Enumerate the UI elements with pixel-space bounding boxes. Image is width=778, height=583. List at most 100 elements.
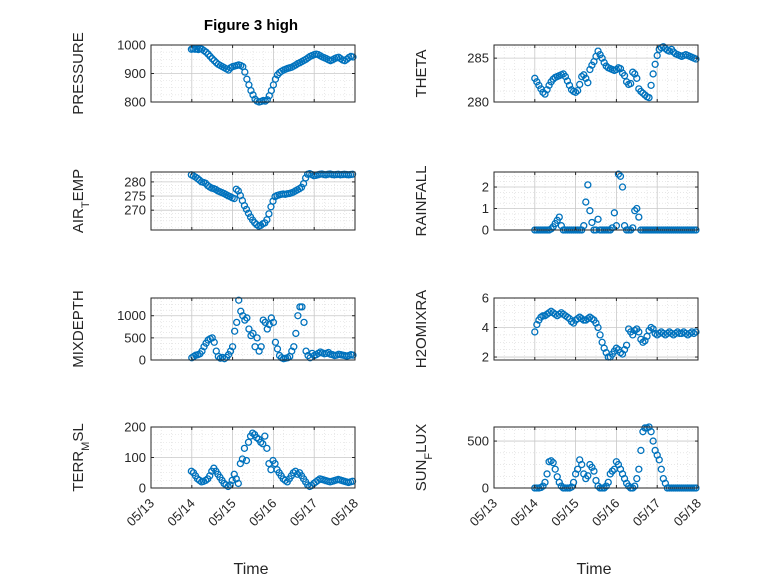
data-point xyxy=(594,215,602,223)
subplot-2: 280 285 THETA xyxy=(413,43,700,110)
data-point xyxy=(290,343,298,351)
data-point xyxy=(620,222,629,230)
data-point xyxy=(292,329,300,338)
y-tick-label: 500 xyxy=(124,330,146,345)
data-point xyxy=(629,68,637,76)
data-point xyxy=(232,185,240,193)
data-point xyxy=(618,183,627,191)
data-point xyxy=(655,456,663,464)
data-point xyxy=(224,351,233,359)
y-tick-label: 280 xyxy=(467,95,489,110)
data-point xyxy=(651,60,659,68)
y-tick-label: 1000 xyxy=(117,38,146,53)
subplot-5: 0 500 1000 MIXDEPTH xyxy=(70,290,357,368)
y-tick-label: 0 xyxy=(482,481,489,496)
y-axis-label: PRESSURE xyxy=(70,32,87,115)
data-point xyxy=(692,55,700,63)
data-point xyxy=(531,328,539,336)
data-point xyxy=(200,343,208,351)
x-axis-label-left: Time xyxy=(234,561,269,578)
y-tick-label: 1000 xyxy=(117,308,146,323)
data-point xyxy=(635,465,643,473)
data-point xyxy=(631,207,639,215)
data-point xyxy=(586,207,594,215)
data-point xyxy=(230,194,238,203)
data-point xyxy=(635,328,643,336)
data-point xyxy=(584,472,592,480)
data-point xyxy=(230,327,239,335)
x-tick-label: 05/15 xyxy=(548,496,582,530)
data-point xyxy=(228,343,237,351)
data-point xyxy=(235,296,243,304)
data-point xyxy=(620,72,629,80)
y-tick-label: 6 xyxy=(482,291,489,306)
data-point xyxy=(249,329,257,338)
data-point xyxy=(588,463,596,472)
data-point xyxy=(543,470,551,478)
data-point xyxy=(240,444,249,453)
data-point xyxy=(238,455,247,463)
data-point xyxy=(608,224,616,232)
data-point xyxy=(580,222,588,230)
data-point xyxy=(639,428,647,436)
data-point xyxy=(265,210,273,218)
data-point xyxy=(271,459,279,468)
figure-title: Figure 3 high xyxy=(204,17,298,34)
data-point xyxy=(616,65,625,73)
data-point xyxy=(596,331,604,339)
data-point xyxy=(616,172,625,180)
data-point xyxy=(547,457,555,465)
y-tick-label: 1 xyxy=(482,201,489,216)
data-point xyxy=(665,47,674,55)
data-point xyxy=(555,478,563,487)
data-point xyxy=(627,79,635,88)
data-point xyxy=(298,303,306,311)
data-point xyxy=(633,204,641,213)
y-axis-label: AIRTEMP xyxy=(70,169,92,233)
data-point xyxy=(253,334,261,342)
data-point xyxy=(573,86,582,95)
data-point xyxy=(539,482,547,490)
data-point xyxy=(541,90,549,98)
data-point xyxy=(637,87,645,96)
data-point xyxy=(657,465,665,473)
data-point xyxy=(584,181,592,189)
data-point xyxy=(259,440,267,448)
data-point xyxy=(586,65,594,74)
y-tick-label: 0 xyxy=(139,353,146,368)
data-point xyxy=(202,48,210,56)
data-point xyxy=(300,318,308,327)
data-point xyxy=(614,170,623,178)
data-point xyxy=(573,465,582,473)
data-point xyxy=(647,428,655,436)
y-axis-label: H2OMIXRA xyxy=(413,290,430,368)
y-tick-label: 2 xyxy=(482,180,489,195)
data-point xyxy=(582,74,590,82)
data-point xyxy=(240,202,249,210)
data-point xyxy=(244,438,253,446)
data-point xyxy=(247,331,255,340)
data-point xyxy=(576,80,584,89)
axes-box xyxy=(493,426,699,489)
data-point xyxy=(631,482,639,490)
data-point xyxy=(247,86,255,95)
x-axis-label-right: Time xyxy=(577,561,612,578)
data-point xyxy=(549,459,557,467)
subplot-4: 0 1 2 RAINFALL xyxy=(413,166,700,238)
data-point xyxy=(622,341,631,349)
x-tick-label: 05/13 xyxy=(124,496,158,530)
data-point xyxy=(244,209,253,217)
data-point xyxy=(241,68,249,76)
y-tick-label: 200 xyxy=(124,420,146,435)
y-axis-label: TERRMSL xyxy=(70,423,92,491)
data-point xyxy=(645,93,653,102)
data-point xyxy=(294,312,302,320)
data-point xyxy=(649,70,657,78)
data-point xyxy=(241,316,249,324)
axes-box xyxy=(493,297,699,361)
y-tick-label: 285 xyxy=(467,51,489,66)
data-point xyxy=(228,476,236,485)
data-point xyxy=(271,75,280,83)
